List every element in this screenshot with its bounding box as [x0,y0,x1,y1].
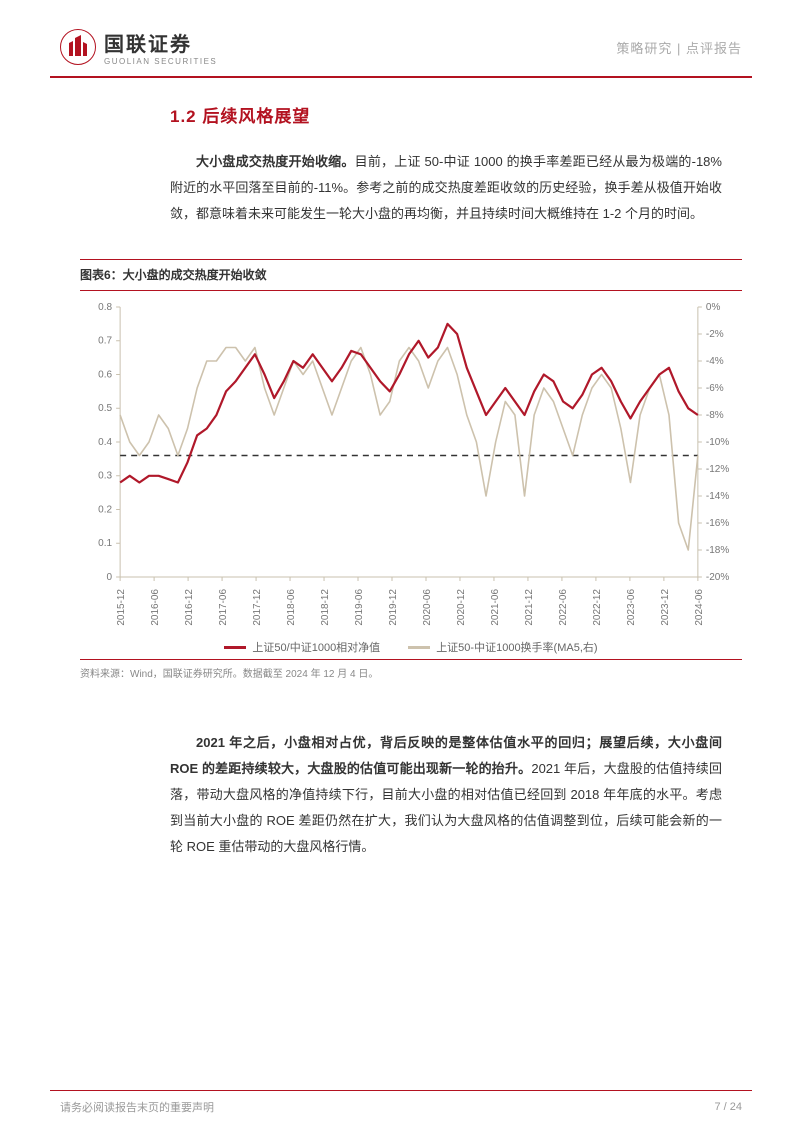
legend-label-2: 上证50-中证1000换手率(MA5,右) [436,639,597,655]
legend-swatch-1 [224,646,246,649]
svg-text:0.5: 0.5 [98,403,112,414]
svg-text:2016-06: 2016-06 [150,589,161,626]
svg-text:-12%: -12% [706,464,729,475]
svg-text:2020-12: 2020-12 [456,589,467,626]
svg-text:2022-12: 2022-12 [592,589,603,626]
svg-text:0.2: 0.2 [98,505,112,516]
figure-title-row: 图表6：大小盘的成交热度开始收敛 [80,259,742,291]
legend-swatch-2 [408,646,430,649]
footer-rule [50,1090,752,1091]
svg-text:2016-12: 2016-12 [184,589,195,626]
logo-block: 国联证券 GUOLIAN SECURITIES [60,28,217,66]
company-name-cn: 国联证券 [104,28,217,57]
company-name-en: GUOLIAN SECURITIES [104,57,217,66]
chart-legend: 上证50/中证1000相对净值 上证50-中证1000换手率(MA5,右) [80,639,742,655]
svg-text:0.6: 0.6 [98,370,112,381]
svg-text:2020-06: 2020-06 [422,589,433,626]
legend-series-2: 上证50-中证1000换手率(MA5,右) [408,639,597,655]
paragraph-1: 大小盘成交热度开始收缩。目前，上证 50-中证 1000 的换手率差距已经从最为… [170,149,722,227]
company-logo-icon [60,29,96,65]
svg-text:2019-06: 2019-06 [354,589,365,626]
svg-text:0: 0 [107,572,113,583]
svg-text:2021-12: 2021-12 [524,589,535,626]
line-chart: 0 0.1 0.2 0.3 0.4 0.5 0.6 0.7 0.8 0% -2% -4% -6% -8% -… [80,297,742,637]
svg-text:0%: 0% [706,302,721,313]
page-footer: 请务必阅读报告末页的重要声明 7 / 24 [0,1099,802,1115]
svg-text:-6%: -6% [706,383,724,394]
svg-text:2017-06: 2017-06 [218,589,229,626]
figure-title: 图表6：大小盘的成交热度开始收敛 [80,268,267,282]
svg-text:2018-06: 2018-06 [286,589,297,626]
svg-text:0.8: 0.8 [98,302,112,313]
svg-text:-8%: -8% [706,410,724,421]
svg-text:2021-06: 2021-06 [490,589,501,626]
svg-text:-20%: -20% [706,572,729,583]
svg-text:2023-12: 2023-12 [660,589,671,626]
section-heading: 后续风格展望 [202,107,310,126]
footer-page-number: 7 / 24 [714,1101,742,1113]
svg-text:-18%: -18% [706,545,729,556]
svg-text:2015-12: 2015-12 [116,589,127,626]
svg-text:0.1: 0.1 [98,538,112,549]
company-name: 国联证券 GUOLIAN SECURITIES [104,28,217,66]
svg-text:2017-12: 2017-12 [252,589,263,626]
section-number: 1.2 [170,107,197,126]
figure-source: 资料来源：Wind，国联证券研究所。数据截至 2024 年 12 月 4 日。 [80,659,742,680]
svg-text:-10%: -10% [706,437,729,448]
svg-text:2022-06: 2022-06 [558,589,569,626]
footer-disclaimer: 请务必阅读报告末页的重要声明 [60,1099,214,1115]
section-title: 1.2 后续风格展望 [170,102,722,127]
svg-text:-14%: -14% [706,491,729,502]
svg-text:0.4: 0.4 [98,437,112,448]
svg-text:-16%: -16% [706,518,729,529]
svg-text:2023-06: 2023-06 [626,589,637,626]
svg-text:-2%: -2% [706,329,724,340]
svg-text:2024-06: 2024-06 [694,589,705,626]
svg-text:2019-12: 2019-12 [388,589,399,626]
figure-6: 图表6：大小盘的成交热度开始收敛 00.10.20.30.40.50.60.70… [80,259,742,680]
breadcrumb: 策略研究 | 点评报告 [616,38,742,57]
legend-label-1: 上证50/中证1000相对净值 [252,639,380,655]
page-header: 国联证券 GUOLIAN SECURITIES 策略研究 | 点评报告 [0,28,802,76]
paragraph-2: 2021 年之后，小盘相对占优，背后反映的是整体估值水平的回归；展望后续，大小盘… [170,730,722,860]
svg-text:0.3: 0.3 [98,471,112,482]
svg-text:-4%: -4% [706,356,724,367]
svg-text:2018-12: 2018-12 [320,589,331,626]
svg-text:0.7: 0.7 [98,336,112,347]
paragraph-1-lead: 大小盘成交热度开始收缩。 [196,154,355,169]
legend-series-1: 上证50/中证1000相对净值 [224,639,380,655]
